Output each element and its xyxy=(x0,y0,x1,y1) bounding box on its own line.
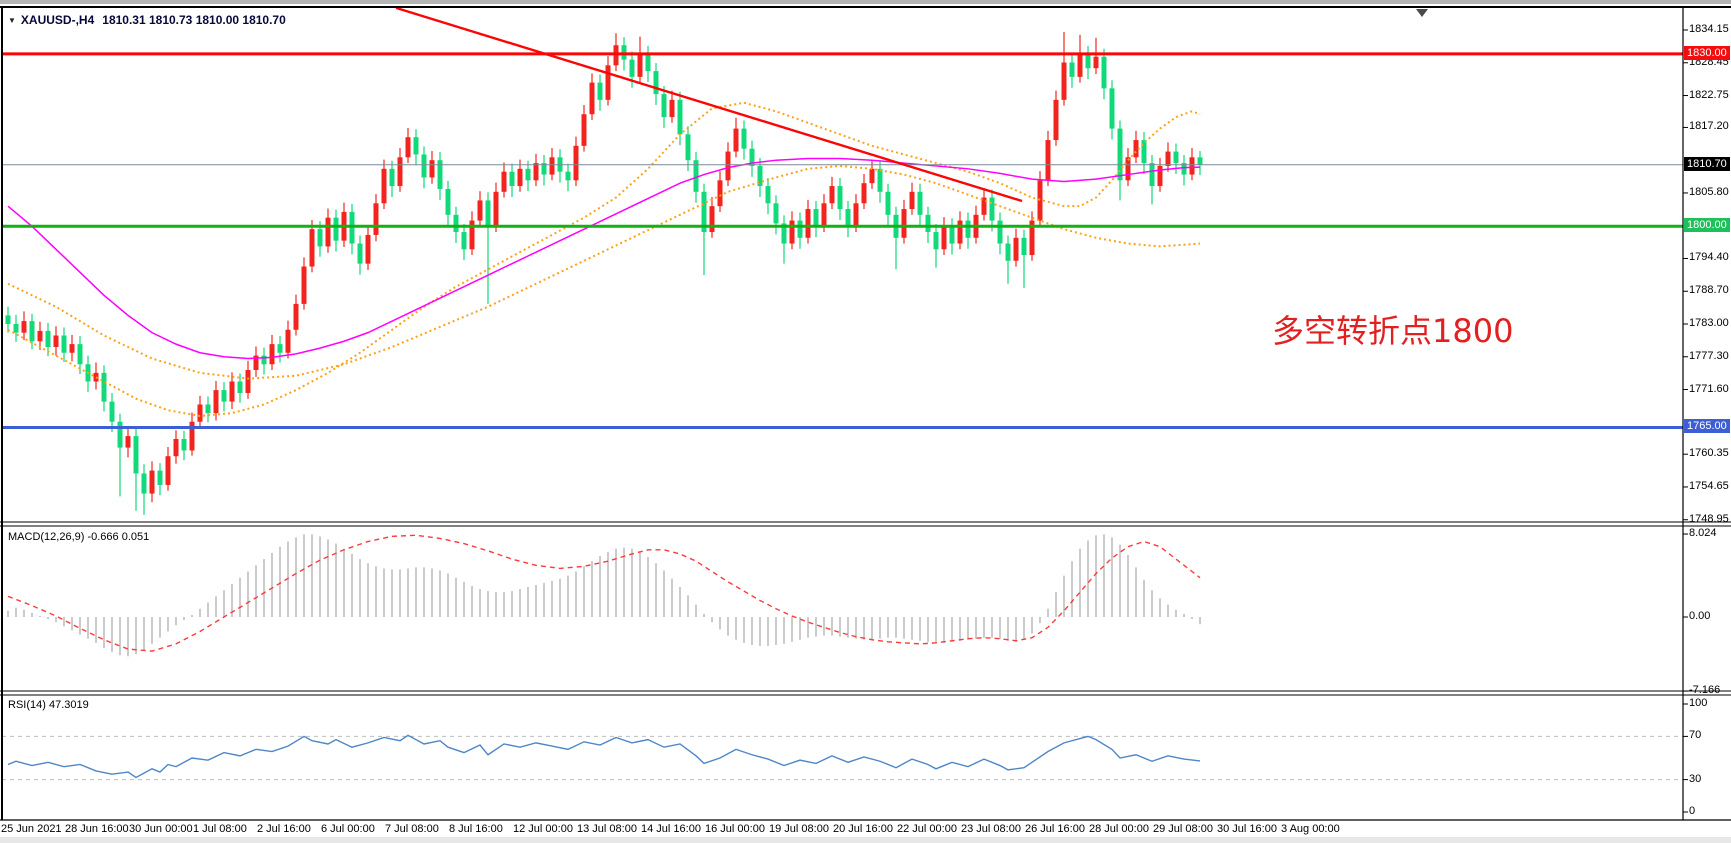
rsi-axis-label: 100 xyxy=(1689,697,1708,709)
time-axis-label: 14 Jul 16:00 xyxy=(641,823,701,835)
time-axis-label: 19 Jul 08:00 xyxy=(769,823,829,835)
time-axis-label: 6 Jul 00:00 xyxy=(321,823,375,835)
chart-title: ▼ XAUUSD-,H4 1810.31 1810.73 1810.00 1810.… xyxy=(8,13,286,27)
window-top-border-inner xyxy=(0,4,1731,6)
macd-axis-label: -7.166 xyxy=(1689,684,1721,697)
window-bottom-border xyxy=(0,837,1731,843)
rsi-indicator-label: RSI(14) 47.3019 xyxy=(8,699,89,711)
price-axis-label: 1748.95 xyxy=(1689,512,1729,525)
time-axis-label: 7 Jul 08:00 xyxy=(385,823,439,835)
macd-axis-label: 8.024 xyxy=(1689,527,1717,540)
annotation-text: 多空转折点1800 xyxy=(1272,312,1514,350)
time-axis-label: 26 Jul 16:00 xyxy=(1025,823,1085,835)
price-line-badge[interactable]: 1830.00 xyxy=(1684,45,1730,60)
window-top-border xyxy=(0,0,1731,4)
price-axis-label: 1805.80 xyxy=(1689,185,1729,198)
price-axis-label: 1783.00 xyxy=(1689,317,1729,329)
time-axis-label: 30 Jun 00:00 xyxy=(129,823,193,835)
price-axis-label: 1834.15 xyxy=(1689,23,1729,35)
time-axis-label: 16 Jul 00:00 xyxy=(705,823,765,835)
time-axis-label: 29 Jul 08:00 xyxy=(1153,823,1213,835)
rsi-axis-label: 0 xyxy=(1689,805,1696,817)
time-axis-label: 2 Jul 16:00 xyxy=(257,823,311,835)
time-axis-label: 1 Jul 08:00 xyxy=(193,823,247,835)
price-axis-label: 1822.75 xyxy=(1689,88,1729,101)
chart-shift-marker-icon[interactable] xyxy=(1416,9,1428,17)
time-axis-label: 8 Jul 16:00 xyxy=(449,823,503,835)
time-axis-label: 30 Jul 16:00 xyxy=(1217,823,1277,835)
time-axis-label: 22 Jul 00:00 xyxy=(897,823,957,835)
price-axis-label: 1754.65 xyxy=(1689,479,1729,492)
macd-indicator-label: MACD(12,26,9) -0.666 0.051 xyxy=(8,531,150,543)
rsi-axis-label: 70 xyxy=(1689,729,1702,742)
time-axis-label: 23 Jul 08:00 xyxy=(961,823,1021,835)
price-line-badge[interactable]: 1810.70 xyxy=(1684,156,1730,171)
ohlc-quote-values: 1810.31 1810.73 1810.00 1810.70 xyxy=(102,13,286,27)
price-line-badge[interactable]: 1800.00 xyxy=(1684,218,1730,233)
symbol-dropdown-icon[interactable]: ▼ xyxy=(8,16,16,25)
price-axis-label: 1794.40 xyxy=(1689,251,1729,264)
time-axis-label: 28 Jul 00:00 xyxy=(1089,823,1149,835)
price-axis-label: 1777.30 xyxy=(1689,349,1729,362)
rsi-axis-label: 30 xyxy=(1689,772,1702,785)
symbol-period-label: XAUUSD-,H4 xyxy=(20,13,95,27)
price-line-badge[interactable]: 1765.00 xyxy=(1684,419,1730,434)
time-axis-label: 25 Jun 2021 xyxy=(1,823,62,835)
macd-axis-label: 0.00 xyxy=(1689,610,1711,622)
price-axis-label: 1788.70 xyxy=(1689,284,1729,297)
price-axis-label: 1771.60 xyxy=(1689,382,1729,395)
price-axis-label: 1817.20 xyxy=(1689,120,1729,133)
time-axis-label: 13 Jul 08:00 xyxy=(577,823,637,835)
time-axis-label: 3 Aug 00:00 xyxy=(1281,823,1340,835)
time-axis-label: 12 Jul 00:00 xyxy=(513,823,573,835)
time-axis-label: 28 Jun 16:00 xyxy=(65,823,129,835)
time-axis-label: 20 Jul 16:00 xyxy=(833,823,893,835)
price-axis-label: 1760.35 xyxy=(1689,447,1729,460)
